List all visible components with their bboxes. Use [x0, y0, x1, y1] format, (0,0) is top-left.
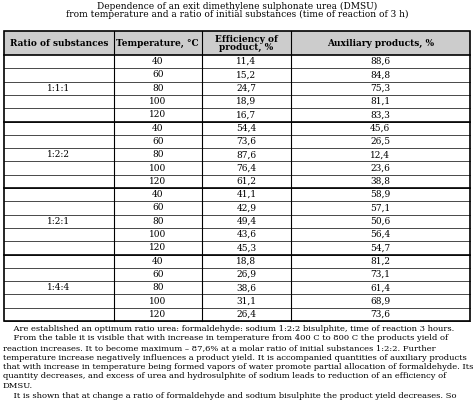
Text: 54,4: 54,4	[236, 124, 256, 133]
Text: 60: 60	[152, 137, 164, 146]
Text: 23,6: 23,6	[370, 164, 390, 173]
Text: 100: 100	[149, 230, 166, 239]
Text: 41,1: 41,1	[236, 190, 256, 199]
Text: 15,2: 15,2	[236, 70, 256, 79]
Text: 45,3: 45,3	[236, 243, 256, 252]
Text: 100: 100	[149, 97, 166, 106]
Text: 81,1: 81,1	[370, 97, 391, 106]
Text: 56,4: 56,4	[370, 230, 391, 239]
Text: 1:4:4: 1:4:4	[47, 283, 70, 292]
Text: 61,4: 61,4	[370, 283, 391, 292]
Text: 40: 40	[152, 124, 164, 133]
Text: temperature increase negatively influences a product yield. It is accompanied qu: temperature increase negatively influenc…	[3, 354, 467, 362]
Text: 50,6: 50,6	[370, 217, 391, 226]
Text: Efficiency of: Efficiency of	[215, 36, 278, 45]
Text: 1:2:1: 1:2:1	[47, 217, 70, 226]
Text: that with increase in temperature being formed vapors of water promote partial a: that with increase in temperature being …	[3, 363, 474, 371]
Text: 54,7: 54,7	[370, 243, 391, 252]
Text: 24,7: 24,7	[237, 84, 256, 93]
Text: 80: 80	[152, 217, 164, 226]
Text: 60: 60	[152, 270, 164, 279]
Text: Temperature, °C: Temperature, °C	[117, 38, 199, 47]
Text: 49,4: 49,4	[236, 217, 256, 226]
Text: 40: 40	[152, 190, 164, 199]
Text: 40: 40	[152, 57, 164, 66]
Text: 60: 60	[152, 70, 164, 79]
Text: 42,9: 42,9	[237, 203, 256, 213]
Text: 45,6: 45,6	[370, 124, 391, 133]
Text: It is shown that at change a ratio of formaldehyde and sodium bisulphite the pro: It is shown that at change a ratio of fo…	[3, 392, 456, 399]
Text: 120: 120	[149, 310, 166, 319]
Text: 43,6: 43,6	[237, 230, 256, 239]
Text: 84,8: 84,8	[370, 70, 391, 79]
Text: 57,1: 57,1	[370, 203, 391, 213]
Text: 1:2:2: 1:2:2	[47, 150, 70, 159]
Text: 38,8: 38,8	[370, 177, 390, 186]
Text: 31,1: 31,1	[237, 296, 256, 305]
Text: 80: 80	[152, 283, 164, 292]
Text: 40: 40	[152, 257, 164, 266]
Text: 80: 80	[152, 150, 164, 159]
Text: 100: 100	[149, 296, 166, 305]
Text: 73,6: 73,6	[370, 310, 390, 319]
Text: 60: 60	[152, 203, 164, 213]
Text: 26,5: 26,5	[370, 137, 391, 146]
Text: From the table it is visible that with increase in temperature from 400 C to 800: From the table it is visible that with i…	[3, 335, 448, 343]
Text: 1:1:1: 1:1:1	[47, 84, 70, 93]
Text: Dependence of an exit dimethylene sulphonate urea (DMSU): Dependence of an exit dimethylene sulpho…	[97, 2, 377, 11]
Text: reaction increases. It to become maximum – 87,6% at a molar ratio of initial sub: reaction increases. It to become maximum…	[3, 344, 436, 352]
Bar	[4, 31, 470, 55]
Text: 120: 120	[149, 177, 166, 186]
Text: 12,4: 12,4	[370, 150, 390, 159]
Text: 26,9: 26,9	[237, 270, 256, 279]
Text: 76,4: 76,4	[236, 164, 256, 173]
Text: 80: 80	[152, 84, 164, 93]
Text: 81,2: 81,2	[370, 257, 390, 266]
Text: quantity decreases, and excess of urea and hydrosulphite of sodium leads to redu: quantity decreases, and excess of urea a…	[3, 373, 446, 381]
Text: 120: 120	[149, 110, 166, 119]
Text: 120: 120	[149, 243, 166, 252]
Text: Are established an optimum ratio urea: formaldehyde: sodium 1:2:2 bisulphite, ti: Are established an optimum ratio urea: f…	[3, 325, 454, 333]
Text: 87,6: 87,6	[236, 150, 256, 159]
Text: 68,9: 68,9	[370, 296, 391, 305]
Text: 83,3: 83,3	[370, 110, 390, 119]
Text: Ratio of substances: Ratio of substances	[9, 38, 108, 47]
Text: 73,1: 73,1	[370, 270, 390, 279]
Text: 58,9: 58,9	[370, 190, 391, 199]
Text: 11,4: 11,4	[236, 57, 256, 66]
Text: 18,8: 18,8	[236, 257, 256, 266]
Text: 100: 100	[149, 164, 166, 173]
Text: product, %: product, %	[219, 43, 273, 51]
Text: 61,2: 61,2	[237, 177, 256, 186]
Text: 38,6: 38,6	[237, 283, 256, 292]
Text: from temperature and a ratio of initial substances (time of reaction of 3 h): from temperature and a ratio of initial …	[66, 10, 408, 19]
Text: Auxiliary products, %: Auxiliary products, %	[327, 38, 434, 47]
Text: 26,4: 26,4	[237, 310, 256, 319]
Text: 88,6: 88,6	[370, 57, 391, 66]
Bar	[4, 31, 470, 321]
Text: DMSU.: DMSU.	[3, 382, 33, 390]
Text: 75,3: 75,3	[370, 84, 391, 93]
Text: 73,6: 73,6	[237, 137, 256, 146]
Text: 18,9: 18,9	[236, 97, 256, 106]
Text: 16,7: 16,7	[236, 110, 256, 119]
